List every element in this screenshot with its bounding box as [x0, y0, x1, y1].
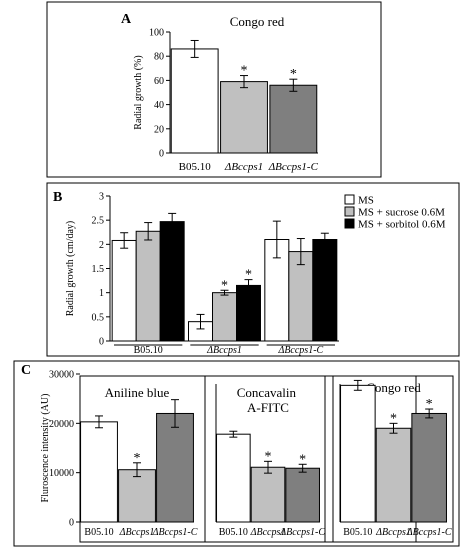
panel-a-ytick-label: 60 — [154, 76, 164, 87]
panel-a-significance-star: * — [241, 64, 248, 79]
panel-c: C Fluroscence intensity (AU) Aniline blue 0… — [13, 360, 460, 547]
panel-a-category-label: ΔBccps1-C — [268, 161, 319, 173]
panel-b-category-label: ΔBccps1 — [206, 345, 242, 356]
panel-b-legend-swatch — [344, 194, 355, 205]
panel-a-significance-star: * — [290, 67, 297, 82]
panel-a-bar — [170, 48, 219, 154]
panel-c-category-label: B05.10 — [219, 527, 248, 538]
panel-c-bar — [411, 412, 447, 523]
panel-a-y-label: Radial growth (%) — [133, 55, 144, 129]
panel-b-bar — [312, 239, 338, 342]
panel-c-category-label: ΔBccps1-C — [279, 527, 325, 538]
panel-c-ytick-label: 0 — [69, 518, 74, 529]
panel-b-border — [46, 182, 460, 357]
panel-a-bar — [220, 81, 268, 154]
panel-c-category-label: B05.10 — [84, 527, 113, 538]
panel-b-category-label: ΔBccps1-C — [277, 345, 323, 356]
panel-c-category-label: ΔBccps1-C — [406, 527, 452, 538]
panel-b-legend-swatch — [344, 218, 355, 229]
panel-c-border — [13, 360, 460, 547]
panel-b-ytick-label: 2.5 — [92, 216, 105, 227]
panel-b-bar — [288, 251, 314, 342]
panel-c-bar — [80, 421, 118, 523]
panel-a: A Congo red 0 20 40 60 80 100 Radial growth (%) B… — [46, 1, 382, 178]
panel-c-y-label: Fluroscence intensity (AU) — [40, 394, 51, 503]
panel-a-ytick-label: 100 — [149, 28, 164, 39]
panel-b-category-label: B05.10 — [134, 345, 163, 356]
panel-b-legend-label: MS + sucrose 0.6M — [358, 207, 445, 219]
panel-c-significance-star: * — [299, 452, 306, 467]
panel-c-bar — [118, 469, 156, 523]
panel-b-ytick-label: 0.5 — [92, 312, 105, 323]
panel-b-ytick-label: 1.5 — [92, 264, 105, 275]
panel-b-bar — [159, 221, 185, 342]
panel-a-letter: A — [121, 12, 132, 27]
panel-c-ytick-label: 30000 — [49, 370, 74, 381]
panel-c-ytick-label: 20000 — [49, 419, 74, 430]
panel-b-bar — [212, 292, 237, 342]
panel-c-significance-star: * — [390, 411, 397, 426]
panel-c-bar — [285, 467, 320, 523]
panel-c-category-label: ΔBccps1 — [250, 527, 286, 538]
panel-b-ytick-label: 1 — [99, 288, 104, 299]
panel-c-letter: C — [21, 363, 31, 378]
panel-c-subplot-title: Concavalin A-FITC — [237, 385, 299, 415]
panel-b-legend-label: MS — [358, 195, 374, 207]
panel-a-ytick-label: 0 — [159, 149, 164, 160]
panel-c-category-label: B05.10 — [343, 527, 372, 538]
panel-b-significance-star: * — [221, 278, 228, 293]
panel-a-ytick-label: 20 — [154, 124, 164, 135]
panel-b-bar — [236, 284, 261, 342]
panel-a-category-label: B05.10 — [179, 161, 212, 173]
panel-c-category-label: ΔBccps1 — [375, 527, 411, 538]
panel-b-ytick-label: 3 — [99, 192, 104, 203]
panel-c-subplot-title: Congo red — [366, 380, 421, 395]
panel-a-border — [46, 1, 382, 178]
panel-c-significance-star: * — [134, 451, 141, 466]
panel-b-ytick-label: 2 — [99, 240, 104, 251]
panel-c-bar — [156, 412, 194, 523]
panel-c-bar — [340, 384, 376, 523]
panel-c-category-label: ΔBccps1-C — [152, 527, 198, 538]
panel-a-ytick-label: 80 — [154, 52, 164, 63]
panel-c-subplot-title: Aniline blue — [105, 385, 170, 400]
panel-b-ytick-label: 0 — [99, 337, 104, 348]
panel-a-bar — [269, 84, 318, 154]
panel-c-bar — [250, 466, 286, 523]
panel-b-bar — [111, 239, 137, 342]
panel-b-bar — [135, 230, 161, 342]
panel-c-bar — [375, 427, 412, 523]
panel-b-y-label: Radial growth (cm/day) — [65, 221, 76, 317]
panel-a-ytick-label: 40 — [154, 100, 164, 111]
panel-b-legend-label: MS + sorbitol 0.6M — [358, 219, 446, 231]
panel-c-subplot-frame — [204, 375, 326, 543]
panel-a-category-label: ΔBccps1 — [224, 161, 263, 173]
panel-c-significance-star: * — [426, 397, 433, 412]
panel-b-letter: B — [53, 190, 62, 205]
panel-c-category-label: ΔBccps1 — [119, 527, 155, 538]
panel-b-significance-star: * — [245, 268, 252, 283]
panel-b: B 0 0.5 1 1.5 2 2.5 3 Radial growth (cm/day) B05.… — [46, 182, 460, 357]
panel-c-subplot-frame — [332, 375, 454, 543]
panel-c-bar — [216, 433, 251, 523]
panel-a-title: Congo red — [230, 14, 285, 29]
panel-b-legend-swatch — [344, 206, 355, 217]
panel-c-ytick-label: 10000 — [49, 468, 74, 479]
panel-c-significance-star: * — [265, 449, 272, 464]
